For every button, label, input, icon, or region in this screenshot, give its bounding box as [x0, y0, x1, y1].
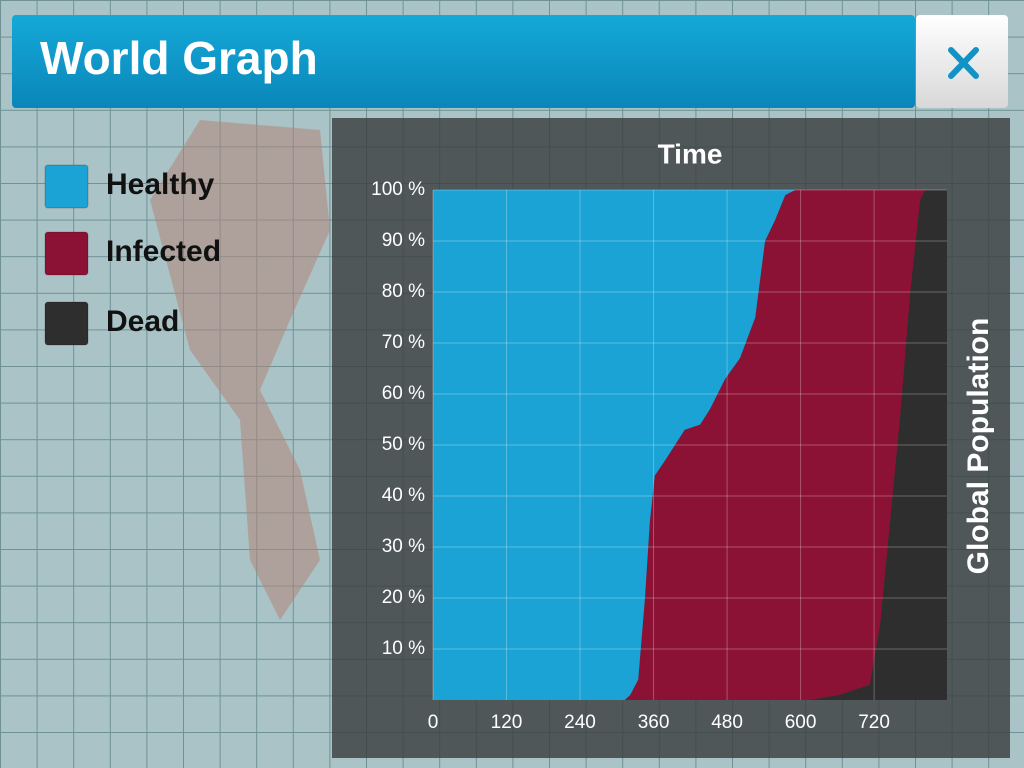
- header-bar: [12, 15, 915, 108]
- area: [433, 190, 947, 700]
- x-axis-label: Time: [658, 138, 723, 169]
- y-tick-label: 10 %: [382, 638, 425, 659]
- x-tick-label: 600: [785, 712, 817, 733]
- x-tick-label: 360: [638, 712, 670, 733]
- y-tick-label: 40 %: [382, 485, 425, 506]
- legend-swatch: [44, 164, 89, 209]
- legend-label: Healthy: [106, 168, 215, 201]
- y-tick-label: 80 %: [382, 281, 425, 302]
- x-tick-label: 480: [711, 712, 743, 733]
- y-axis-label: Global Population: [962, 318, 995, 575]
- area: [433, 190, 947, 700]
- x-tick-label: 120: [491, 712, 523, 733]
- y-tick-label: 70 %: [382, 332, 425, 353]
- x-tick-label: 0: [428, 712, 439, 733]
- y-tick-label: 50 %: [382, 434, 425, 455]
- y-tick-label: 20 %: [382, 587, 425, 608]
- y-tick-label: 100 %: [371, 179, 425, 200]
- x-tick-label: 240: [564, 712, 596, 733]
- y-tick-label: 60 %: [382, 383, 425, 404]
- continent: [150, 120, 330, 620]
- y-tick-label: 90 %: [382, 230, 425, 251]
- x-tick-label: 720: [858, 712, 890, 733]
- plot: [433, 190, 947, 700]
- area: [433, 190, 947, 700]
- close-icon[interactable]: [948, 47, 979, 79]
- y-tick-label: 30 %: [382, 536, 425, 557]
- legend-label: Infected: [106, 235, 221, 268]
- legend-label: Dead: [106, 305, 179, 338]
- legend-swatch: [44, 231, 89, 276]
- header-title: World Graph: [40, 32, 318, 84]
- legend-swatch: [44, 301, 89, 346]
